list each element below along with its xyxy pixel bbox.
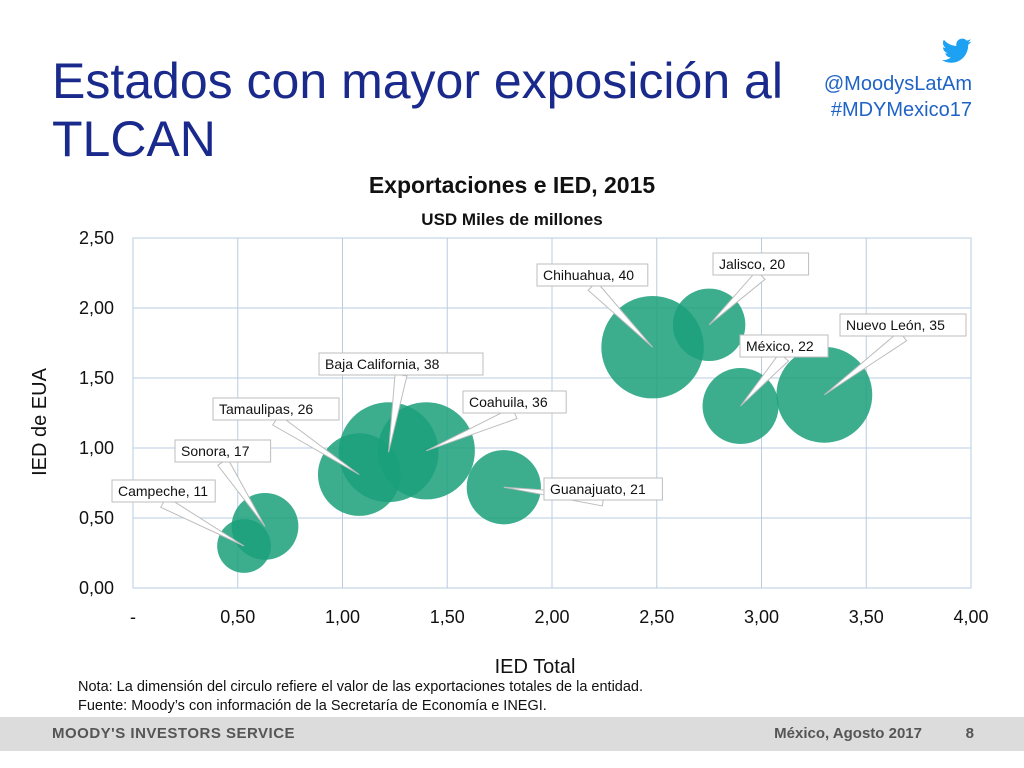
- twitter-handle[interactable]: @MoodysLatAm: [823, 73, 972, 95]
- callout-box: [212, 397, 340, 421]
- callout-box: [318, 352, 484, 376]
- callout-box: [839, 313, 967, 337]
- note-text: Nota: La dimensión del circulo refiere e…: [78, 679, 644, 695]
- y-tick-label: 2,00: [79, 298, 114, 318]
- social-block: @MoodysLatAm #MDYMexico17: [824, 38, 972, 123]
- page-number: 8: [965, 725, 974, 742]
- bubble-label: Guanajuato, 21: [550, 481, 646, 497]
- bubble-label: Baja California, 38: [325, 356, 440, 372]
- slide-title: Estados con mayor exposición al TLCAN: [52, 52, 832, 168]
- x-tick-label: 1,00: [325, 607, 360, 627]
- x-tick-label: 2,50: [639, 607, 674, 627]
- twitter-bird-icon[interactable]: [942, 38, 972, 64]
- slide-title-line2: TLCAN: [52, 111, 216, 167]
- hashtag[interactable]: #MDYMexico17: [830, 99, 972, 121]
- y-tick-label: 0,50: [79, 508, 114, 528]
- y-tick-label: 2,50: [79, 228, 114, 248]
- chart-subtitle: USD Miles de millones: [421, 210, 602, 229]
- x-tick-label: 1,50: [430, 607, 465, 627]
- callout-box: [543, 477, 663, 501]
- callout-box: [712, 252, 810, 276]
- x-tick-label: 0,50: [220, 607, 255, 627]
- x-tick-label: 2,00: [534, 607, 569, 627]
- x-tick-label: 4,00: [953, 607, 988, 627]
- y-tick-label: 1,00: [79, 438, 114, 458]
- callout-box: [111, 479, 216, 503]
- bubble-label: Campeche, 11: [118, 483, 208, 499]
- y-axis-label: IED de EUA: [29, 367, 51, 475]
- callout-box: [739, 334, 829, 358]
- bubble-label: Nuevo León, 35: [846, 317, 945, 333]
- footer-bar: MOODY'S INVESTORS SERVICE México, Agosto…: [0, 717, 1024, 751]
- bubble-label: Sonora, 17: [181, 443, 250, 459]
- callouts: Campeche, 11 Sonora, 17 Tamaulipas, 26 Baja…: [111, 252, 967, 547]
- x-axis-ticks: - 0,50 1,00 1,50 2,00 2,50 3,00 3,50 4,00: [130, 607, 989, 627]
- x-tick-label: -: [130, 607, 136, 627]
- y-tick-label: 1,50: [79, 368, 114, 388]
- bubble-label: México, 22: [746, 338, 814, 354]
- bubble-label: Coahuila, 36: [469, 394, 548, 410]
- x-tick-label: 3,50: [849, 607, 884, 627]
- bubble-label: Tamaulipas, 26: [219, 401, 313, 417]
- footer-brand: MOODY'S INVESTORS SERVICE: [52, 725, 296, 742]
- bubble-label: Chihuahua, 40: [543, 267, 634, 283]
- slide-title-line1: Estados con mayor exposición al: [52, 53, 783, 109]
- chart-notes: Nota: La dimensión del circulo refiere e…: [78, 678, 643, 716]
- chart-title: Exportaciones e IED, 2015: [369, 172, 656, 198]
- callout-box: [462, 390, 567, 414]
- callout-box: [536, 263, 649, 287]
- y-tick-label: 0,00: [79, 578, 114, 598]
- callout-box: [174, 439, 272, 463]
- bubble-label: Jalisco, 20: [719, 256, 785, 272]
- y-axis-ticks: 0,00 0,50 1,00 1,50 2,00 2,50: [79, 228, 114, 598]
- footer-date: México, Agosto 2017: [774, 725, 922, 742]
- source-text: Fuente: Moody’s con información de la Se…: [78, 698, 547, 714]
- x-axis-label: IED Total: [495, 656, 576, 678]
- x-tick-label: 3,00: [744, 607, 779, 627]
